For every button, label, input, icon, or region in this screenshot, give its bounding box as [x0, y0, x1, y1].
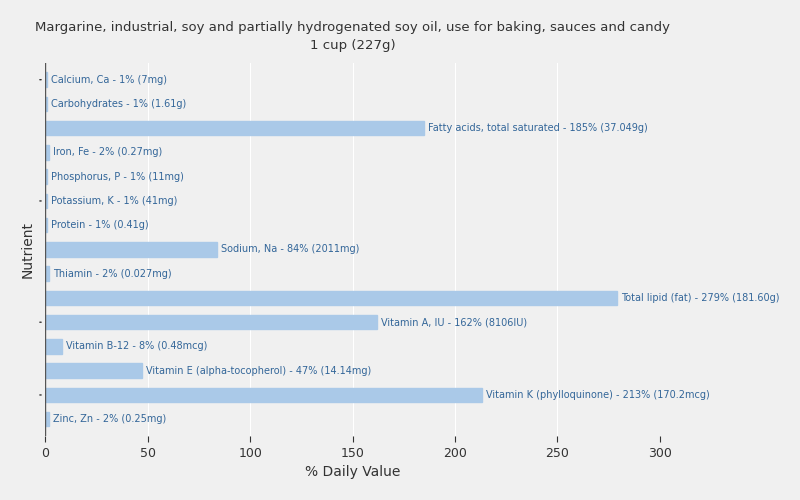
Bar — [46, 170, 47, 184]
Text: Thiamin - 2% (0.027mg): Thiamin - 2% (0.027mg) — [54, 268, 172, 278]
Bar — [46, 72, 47, 87]
Text: Phosphorus, P - 1% (11mg): Phosphorus, P - 1% (11mg) — [51, 172, 184, 181]
Bar — [46, 388, 482, 402]
Bar — [46, 364, 142, 378]
X-axis label: % Daily Value: % Daily Value — [305, 465, 400, 479]
Title: Margarine, industrial, soy and partially hydrogenated soy oil, use for baking, s: Margarine, industrial, soy and partially… — [35, 21, 670, 52]
Text: Zinc, Zn - 2% (0.25mg): Zinc, Zn - 2% (0.25mg) — [54, 414, 166, 424]
Text: Carbohydrates - 1% (1.61g): Carbohydrates - 1% (1.61g) — [51, 99, 186, 109]
Bar — [46, 96, 47, 111]
Bar — [46, 194, 47, 208]
Text: Vitamin B-12 - 8% (0.48mcg): Vitamin B-12 - 8% (0.48mcg) — [66, 342, 207, 351]
Bar — [46, 412, 50, 426]
Bar — [46, 290, 617, 305]
Text: Vitamin K (phylloquinone) - 213% (170.2mcg): Vitamin K (phylloquinone) - 213% (170.2m… — [486, 390, 710, 400]
Text: Protein - 1% (0.41g): Protein - 1% (0.41g) — [51, 220, 149, 230]
Bar — [46, 145, 50, 160]
Bar — [46, 266, 50, 281]
Text: Calcium, Ca - 1% (7mg): Calcium, Ca - 1% (7mg) — [51, 74, 167, 85]
Bar — [46, 121, 424, 136]
Text: Sodium, Na - 84% (2011mg): Sodium, Na - 84% (2011mg) — [222, 244, 360, 254]
Text: Iron, Fe - 2% (0.27mg): Iron, Fe - 2% (0.27mg) — [54, 148, 162, 158]
Text: Total lipid (fat) - 279% (181.60g): Total lipid (fat) - 279% (181.60g) — [621, 293, 779, 303]
Text: Vitamin E (alpha-tocopherol) - 47% (14.14mg): Vitamin E (alpha-tocopherol) - 47% (14.1… — [146, 366, 371, 376]
Bar — [46, 242, 218, 256]
Bar — [46, 339, 62, 353]
Bar — [46, 218, 47, 232]
Text: Potassium, K - 1% (41mg): Potassium, K - 1% (41mg) — [51, 196, 178, 206]
Bar — [46, 315, 377, 330]
Y-axis label: Nutrient: Nutrient — [21, 221, 35, 278]
Text: Fatty acids, total saturated - 185% (37.049g): Fatty acids, total saturated - 185% (37.… — [429, 123, 648, 133]
Text: Vitamin A, IU - 162% (8106IU): Vitamin A, IU - 162% (8106IU) — [382, 317, 527, 327]
